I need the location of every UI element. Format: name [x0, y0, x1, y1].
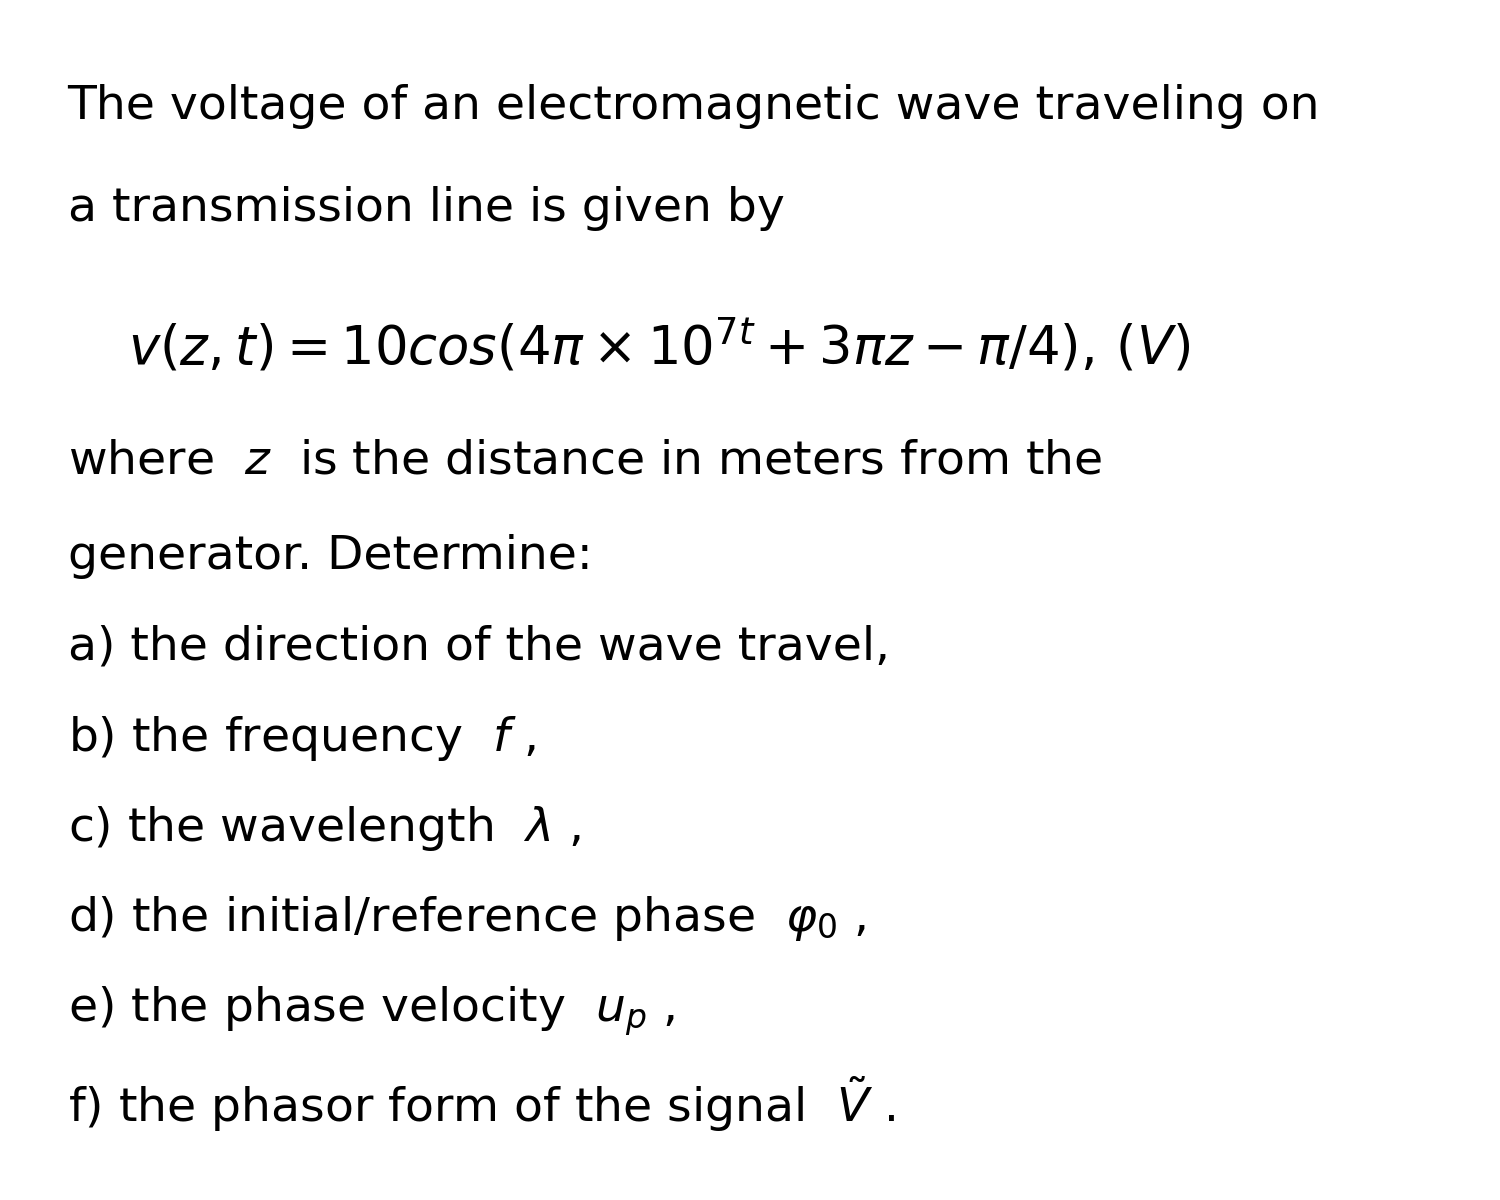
- Text: where  $z$  is the distance in meters from the: where $z$ is the distance in meters from…: [68, 438, 1102, 482]
- Text: generator. Determine:: generator. Determine:: [68, 534, 592, 578]
- Text: $v(z,t) = 10\mathit{cos}(4\pi \times 10^{7t} + 3\pi z - \pi/4),\,(V)$: $v(z,t) = 10\mathit{cos}(4\pi \times 10^…: [128, 318, 1190, 376]
- Text: The voltage of an electromagnetic wave traveling on: The voltage of an electromagnetic wave t…: [68, 84, 1320, 128]
- Text: f) the phasor form of the signal  $\tilde{V}$ .: f) the phasor form of the signal $\tilde…: [68, 1074, 895, 1134]
- Text: a) the direction of the wave travel,: a) the direction of the wave travel,: [68, 624, 889, 670]
- Text: e) the phase velocity  $u_p$ ,: e) the phase velocity $u_p$ ,: [68, 984, 675, 1038]
- Text: a transmission line is given by: a transmission line is given by: [68, 186, 784, 230]
- Text: d) the initial/reference phase  $\varphi_0$ ,: d) the initial/reference phase $\varphi_…: [68, 894, 865, 943]
- Text: c) the wavelength  $\lambda$ ,: c) the wavelength $\lambda$ ,: [68, 804, 580, 853]
- Text: b) the frequency  $f$ ,: b) the frequency $f$ ,: [68, 714, 536, 763]
